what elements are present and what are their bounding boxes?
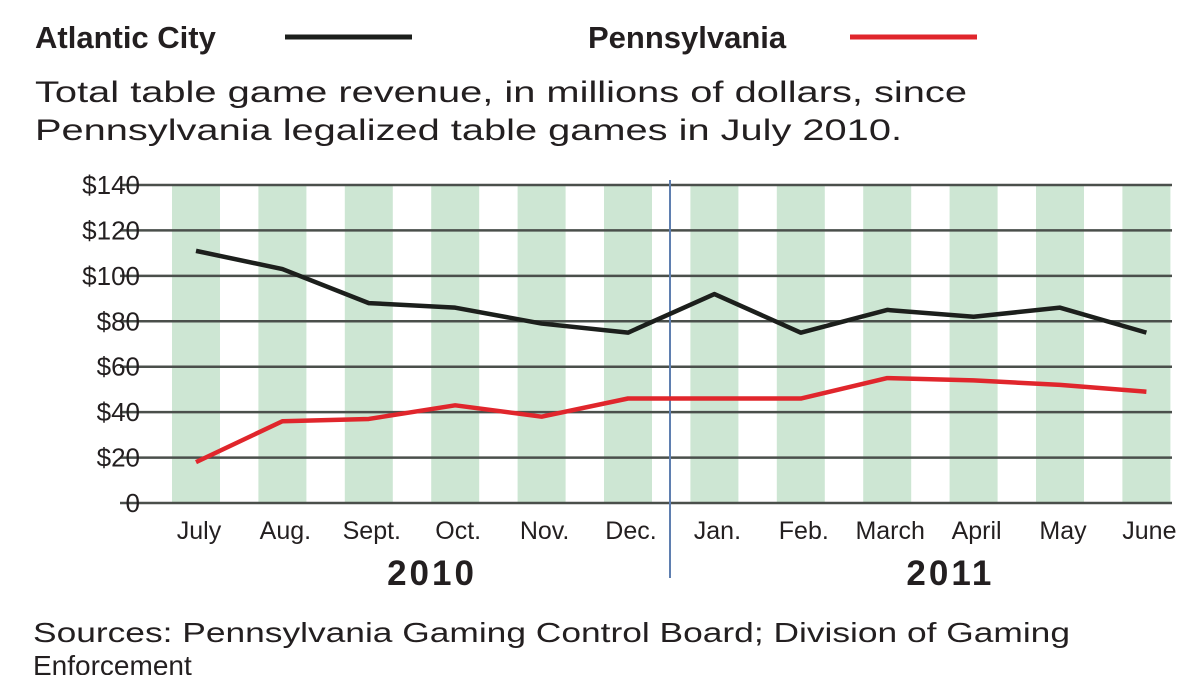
stripe-oct xyxy=(431,185,480,503)
stripe-jan xyxy=(690,185,739,503)
y-tick-label: 0 xyxy=(126,488,140,518)
y-tick-label: $80 xyxy=(97,306,140,336)
x-tick-label-aug: Aug. xyxy=(260,517,311,545)
x-tick-label-june: June xyxy=(1122,517,1176,545)
x-tick-label-march: March xyxy=(855,517,924,545)
x-axis-tick-labels: July Aug. Sept. Oct. Nov. Dec. Jan. Feb. March Ap… xyxy=(177,517,1177,545)
stripe-dec xyxy=(604,185,652,503)
stripe-april xyxy=(949,185,998,503)
y-tick-label: $20 xyxy=(97,443,140,473)
stripe-sept xyxy=(344,185,393,503)
year-label-2011: 2011 xyxy=(906,554,994,593)
legend-label-atlantic-city: Atlantic City xyxy=(35,20,217,55)
stripe-nov xyxy=(517,185,566,503)
line-atlantic-city xyxy=(195,248,1148,335)
x-tick-label-oct: Oct. xyxy=(435,517,481,545)
column-stripes xyxy=(172,185,1171,503)
x-tick-label-april: April xyxy=(952,517,1002,545)
subtitle-line-2: Pennsylvania legalized table games in Ju… xyxy=(35,114,902,147)
source-line-2: Enforcement xyxy=(33,650,192,675)
source-line-1: Sources: Pennsylvania Gaming Control Boa… xyxy=(33,617,1070,648)
y-tick-label: $100 xyxy=(82,261,140,291)
x-tick-label-feb: Feb. xyxy=(779,517,829,545)
y-tick-label: $60 xyxy=(97,352,140,382)
year-labels: 2010 2011 xyxy=(387,554,994,593)
x-tick-label-nov: Nov. xyxy=(520,517,570,545)
line-pennsylvania xyxy=(195,375,1147,465)
y-tick-label: $140 xyxy=(82,170,140,200)
x-tick-label-dec: Dec. xyxy=(605,517,656,545)
subtitle-line-1: Total table game revenue, in millions of… xyxy=(35,76,967,109)
y-tick-label: $120 xyxy=(82,215,140,245)
x-tick-label-jan: Jan. xyxy=(694,517,741,545)
year-label-2010: 2010 xyxy=(387,554,477,593)
stripe-march xyxy=(863,185,912,503)
stripe-feb xyxy=(776,185,825,503)
y-axis-tick-labels: 0 $20 $40 $60 $80 $100 $120 $140 xyxy=(82,170,140,518)
stripe-aug xyxy=(258,185,307,503)
stripe-july xyxy=(172,185,220,503)
legend-label-pennsylvania: Pennsylvania xyxy=(588,20,787,55)
series-lines xyxy=(195,248,1148,465)
x-tick-label-may: May xyxy=(1039,517,1087,545)
legend: Atlantic City Pennsylvania xyxy=(35,20,977,55)
y-tick-label: $40 xyxy=(97,397,140,427)
stripe-june xyxy=(1122,185,1171,503)
x-tick-label-july: July xyxy=(177,517,222,545)
stripe-may xyxy=(1036,185,1084,503)
x-tick-label-sept: Sept. xyxy=(343,517,401,545)
